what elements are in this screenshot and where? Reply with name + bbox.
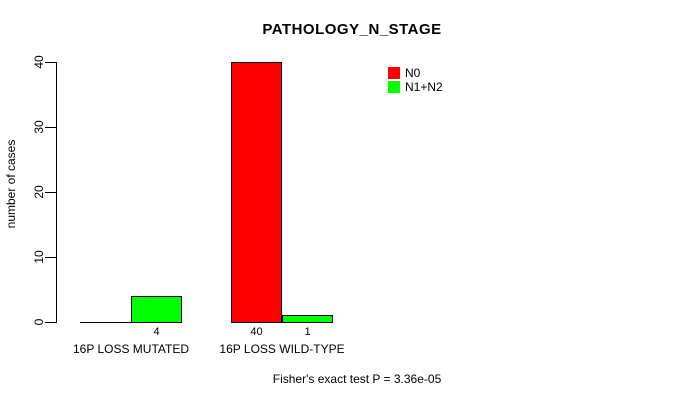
legend-swatch-n0-icon — [388, 67, 400, 79]
y-tick — [45, 62, 56, 63]
y-tick-label: 20 — [32, 185, 46, 199]
bar-value-label: 40 — [250, 326, 263, 338]
x-axis-category-label: 16P LOSS WILD-TYPE — [219, 342, 345, 356]
legend-swatch-n1n2-icon — [388, 81, 400, 93]
y-tick-label: 30 — [32, 120, 46, 134]
legend-label-n1n2: N1+N2 — [405, 80, 443, 94]
y-axis-line — [56, 62, 57, 323]
y-tick-label: 0 — [32, 318, 46, 326]
legend-label-n0: N0 — [405, 66, 421, 80]
bar-value-label: 4 — [153, 326, 160, 338]
chart-title: PATHOLOGY_N_STAGE — [262, 21, 442, 38]
y-axis-label: number of cases — [4, 139, 18, 229]
legend: N0 N1+N2 — [388, 66, 443, 94]
legend-item-n1n2: N1+N2 — [388, 80, 443, 94]
y-tick-label: 40 — [32, 55, 46, 69]
y-tick — [45, 257, 56, 258]
y-tick — [45, 127, 56, 128]
bar-n1n2-cat1 — [282, 315, 333, 323]
bar-n0-cat0 — [80, 322, 131, 323]
bar-value-label: 1 — [304, 326, 311, 338]
bar-n1n2-cat0 — [131, 296, 182, 323]
x-axis-category-label: 16P LOSS MUTATED — [72, 342, 190, 356]
legend-item-n0: N0 — [388, 66, 443, 80]
y-tick-label: 10 — [32, 250, 46, 264]
y-tick — [45, 322, 56, 323]
y-tick — [45, 192, 56, 193]
bar-n0-cat1 — [231, 62, 282, 323]
fisher-test-annotation: Fisher's exact test P = 3.36e-05 — [272, 372, 442, 386]
